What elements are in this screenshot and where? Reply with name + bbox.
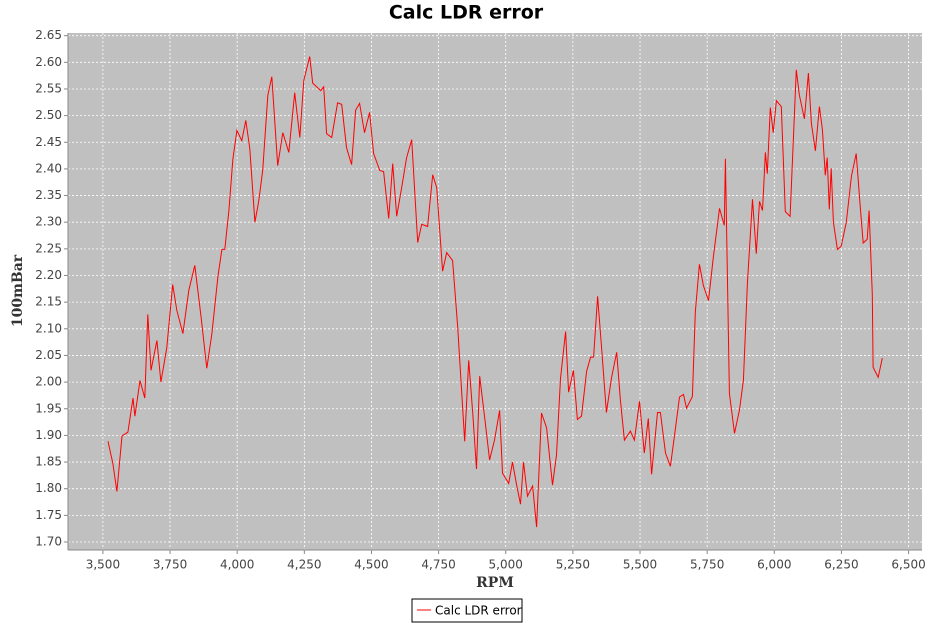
legend-box	[411, 598, 523, 623]
y-tick-label: 2.05	[35, 348, 62, 362]
x-tick-label: 5,750	[690, 558, 724, 572]
chart-title: Calc LDR error	[389, 2, 544, 24]
x-tick-label: 5,500	[623, 558, 657, 572]
x-axis-label: RPM	[476, 575, 514, 591]
legend-label: Calc LDR error	[435, 604, 522, 618]
y-tick-label: 2.45	[35, 135, 62, 149]
x-tick-label: 3,500	[86, 558, 120, 572]
y-tick-label: 1.85	[35, 455, 62, 469]
y-tick-label: 2.25	[35, 241, 62, 255]
x-tick-label: 6,000	[757, 558, 791, 572]
x-tick-label: 4,250	[287, 558, 321, 572]
x-tick-label: 5,000	[489, 558, 523, 572]
y-tick-label: 2.55	[35, 81, 62, 95]
y-tick-label: 1.80	[35, 481, 62, 495]
x-tick-label: 6,500	[891, 558, 925, 572]
x-tick-label: 6,250	[824, 558, 858, 572]
y-tick-label: 1.75	[35, 508, 62, 522]
y-tick-label: 2.00	[35, 375, 62, 389]
y-axis-label: 100mBar	[10, 254, 26, 327]
y-tick-label: 1.95	[35, 401, 62, 415]
y-tick-label: 1.70	[35, 535, 62, 549]
y-tick-label: 2.10	[35, 321, 62, 335]
y-tick-label: 2.35	[35, 188, 62, 202]
x-tick-label: 4,500	[354, 558, 388, 572]
y-tick-label: 1.90	[35, 428, 62, 442]
plot-background	[68, 33, 922, 550]
y-tick-label: 2.30	[35, 215, 62, 229]
data-line	[107, 56, 883, 528]
x-tick-label: 5,250	[556, 558, 590, 572]
y-tick-label: 2.15	[35, 295, 62, 309]
y-tick-label: 2.20	[35, 268, 62, 282]
y-tick-label: 2.50	[35, 108, 62, 122]
y-tick-label: 2.65	[35, 28, 62, 42]
x-tick-label: 4,750	[421, 558, 455, 572]
x-tick-label: 3,750	[153, 558, 187, 572]
y-tick-label: 2.60	[35, 55, 62, 69]
x-tick-label: 4,000	[220, 558, 254, 572]
y-tick-label: 2.40	[35, 161, 62, 175]
